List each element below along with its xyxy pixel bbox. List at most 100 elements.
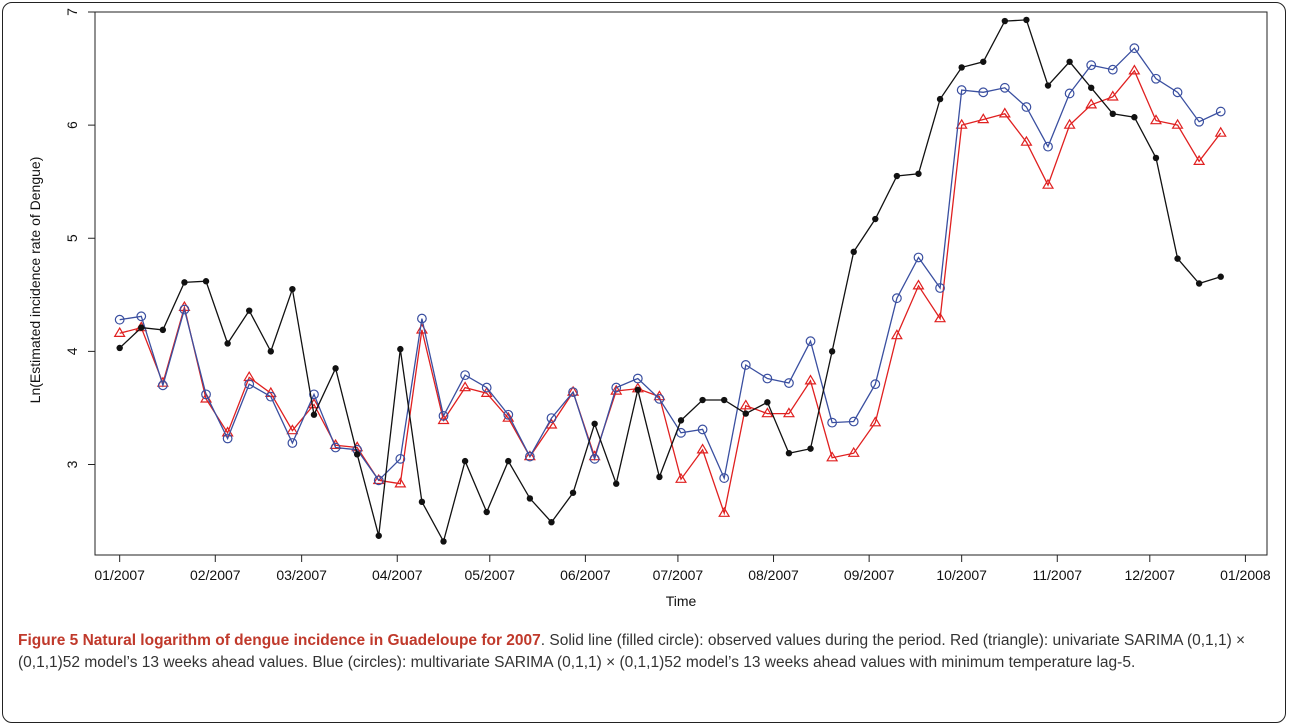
observed-point: [483, 508, 490, 516]
observed-point: [246, 307, 253, 314]
observed-point: [634, 386, 642, 394]
observed-point: [828, 348, 836, 355]
multivariate-point: [222, 433, 233, 444]
univariate-point: [1128, 64, 1141, 75]
multivariate-point: [244, 379, 255, 390]
y-tick-label: 6: [64, 121, 80, 129]
observed-point: [1023, 16, 1030, 24]
univariate-point: [286, 424, 299, 435]
observed-point: [1195, 280, 1203, 287]
observed-point: [1066, 58, 1073, 65]
multivariate-point: [1086, 60, 1097, 71]
multivariate-point: [762, 373, 773, 384]
observed-point: [375, 532, 382, 539]
multivariate-point: [654, 393, 665, 404]
multivariate-point: [287, 438, 298, 448]
univariate-point: [869, 416, 882, 427]
observed-point: [1001, 17, 1009, 25]
observed-point: [116, 344, 123, 352]
multivariate-point: [870, 379, 881, 390]
univariate-point: [890, 329, 903, 340]
univariate-point: [394, 477, 407, 488]
univariate-point: [696, 443, 709, 454]
multivariate-point: [179, 304, 190, 315]
multivariate-point: [524, 451, 535, 462]
univariate-point: [998, 107, 1011, 118]
observed-point: [915, 170, 922, 177]
x-axis-label: Time: [666, 593, 697, 609]
observed-point: [461, 457, 469, 465]
series-line-0: [119, 19, 1221, 544]
x-tick-label: 05/2007: [464, 567, 515, 583]
multivariate-point: [891, 293, 902, 304]
x-tick-label: 06/2007: [560, 567, 611, 583]
univariate-point: [372, 473, 385, 485]
univariate-point: [459, 381, 472, 392]
multivariate-point: [611, 382, 622, 393]
observed-point: [893, 172, 901, 180]
multivariate-point: [697, 424, 708, 435]
univariate-point: [1171, 118, 1184, 129]
multivariate-point: [978, 87, 989, 98]
observed-point: [764, 399, 771, 406]
multivariate-point: [784, 378, 794, 388]
observed-point: [1109, 110, 1116, 118]
multivariate-point: [1107, 64, 1118, 75]
multivariate-point: [503, 409, 514, 420]
univariate-point: [977, 113, 990, 124]
univariate-point: [1042, 178, 1055, 189]
multivariate-point: [460, 370, 471, 381]
observed-point: [872, 215, 879, 223]
univariate-point: [1106, 90, 1119, 101]
observed-point: [353, 451, 361, 458]
univariate-point: [523, 450, 536, 461]
multivariate-point: [417, 313, 427, 324]
x-tick-label: 07/2007: [653, 567, 704, 583]
x-tick-label: 01/2008: [1220, 567, 1271, 583]
univariate-point: [761, 407, 774, 418]
x-tick-label: 03/2007: [276, 567, 327, 583]
series-layer: [113, 16, 1227, 545]
series-line-1: [119, 47, 1221, 482]
y-tick-label: 4: [64, 347, 80, 355]
caption-text: . Solid line (filled circle): observed v…: [18, 632, 1246, 671]
observed-point: [613, 480, 620, 487]
univariate-point: [1214, 126, 1227, 137]
univariate-point: [912, 279, 925, 290]
y-tick-label: 5: [64, 234, 80, 242]
observed-point: [720, 396, 728, 404]
observed-point: [1152, 154, 1160, 162]
multivariate-point: [136, 311, 147, 322]
univariate-point: [567, 385, 580, 396]
observed-point: [850, 248, 857, 256]
observed-point: [267, 348, 274, 355]
multivariate-point: [438, 410, 449, 421]
univariate-point: [804, 374, 817, 385]
x-tick-label: 09/2007: [844, 567, 895, 583]
multivariate-point: [568, 387, 578, 398]
univariate-point: [610, 384, 623, 395]
univariate-point: [243, 371, 256, 382]
observed-point: [958, 64, 965, 71]
univariate-point: [1063, 118, 1076, 129]
plot-area-border: [94, 11, 1268, 556]
y-axis-label: Ln(Estimated incidence rate of Dengue): [27, 157, 43, 404]
multivariate-point: [956, 85, 967, 95]
observed-point: [1131, 114, 1138, 121]
multivariate-point: [114, 314, 125, 325]
y-tick-label: 3: [64, 460, 80, 468]
observed-point: [936, 95, 944, 103]
multivariate-point: [309, 389, 319, 400]
observed-point: [138, 324, 145, 331]
multivariate-point: [157, 380, 168, 391]
multivariate-point: [1129, 43, 1140, 54]
x-tick-label: 01/2007: [94, 567, 145, 583]
observed-point: [397, 345, 404, 353]
observed-point: [1174, 255, 1181, 262]
observed-point: [418, 498, 426, 506]
observed-point: [785, 449, 793, 457]
multivariate-point: [632, 373, 643, 384]
multivariate-point: [201, 389, 211, 400]
multivariate-point: [330, 442, 341, 453]
